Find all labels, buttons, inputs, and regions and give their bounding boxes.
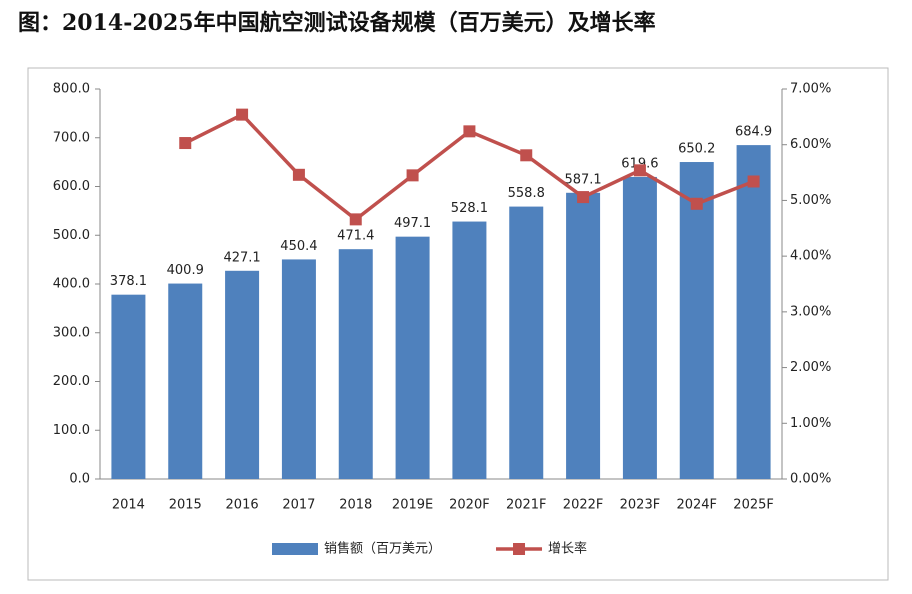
line-marker bbox=[747, 175, 760, 188]
bar-value-label: 558.8 bbox=[508, 186, 545, 201]
line-marker bbox=[179, 137, 192, 150]
y2-tick-label: 7.00% bbox=[790, 82, 831, 97]
bar bbox=[566, 192, 601, 479]
bar bbox=[395, 236, 430, 479]
bar bbox=[281, 259, 316, 479]
bar-value-label: 427.1 bbox=[223, 250, 260, 265]
bar-value-label: 528.1 bbox=[451, 201, 488, 216]
bar-value-label: 471.4 bbox=[337, 229, 374, 244]
bar bbox=[736, 145, 771, 479]
y-tick-label: 100.0 bbox=[53, 423, 90, 438]
line-marker bbox=[633, 164, 646, 177]
line-marker bbox=[520, 149, 533, 162]
bar-value-label: 684.9 bbox=[735, 125, 772, 140]
y2-tick-label: 2.00% bbox=[790, 360, 831, 375]
y2-tick-label: 0.00% bbox=[790, 472, 831, 487]
y2-tick-label: 1.00% bbox=[790, 416, 831, 431]
bar bbox=[679, 162, 714, 479]
y-tick-label: 0.0 bbox=[69, 472, 90, 487]
bar bbox=[622, 176, 657, 479]
y-tick-label: 300.0 bbox=[53, 325, 90, 340]
y-tick-label: 400.0 bbox=[53, 277, 90, 292]
legend-label: 增长率 bbox=[548, 541, 587, 557]
x-tick-label: 2023F bbox=[620, 498, 661, 513]
y-tick-label: 200.0 bbox=[53, 374, 90, 389]
chart-title: 图：2014-2025年中国航空测试设备规模（百万美元）及增长率 bbox=[18, 10, 656, 36]
line-marker bbox=[577, 191, 590, 204]
bar-value-label: 587.1 bbox=[564, 172, 601, 187]
y-tick-label: 700.0 bbox=[53, 130, 90, 145]
legend-swatch-marker bbox=[513, 543, 526, 555]
bar-value-label: 650.2 bbox=[678, 142, 715, 157]
line-marker bbox=[463, 125, 476, 138]
x-tick-label: 2022F bbox=[563, 498, 604, 513]
x-tick-label: 2024F bbox=[676, 498, 717, 513]
y-tick-label: 500.0 bbox=[53, 228, 90, 243]
bar bbox=[452, 221, 487, 479]
y-tick-label: 600.0 bbox=[53, 179, 90, 194]
bar-value-label: 497.1 bbox=[394, 216, 431, 231]
y2-tick-label: 5.00% bbox=[790, 193, 831, 208]
x-tick-label: 2015 bbox=[169, 498, 202, 513]
x-tick-label: 2019E bbox=[392, 498, 433, 513]
x-tick-label: 2016 bbox=[226, 498, 259, 513]
x-tick-label: 2025F bbox=[733, 498, 774, 513]
bar bbox=[168, 283, 203, 479]
x-tick-label: 2014 bbox=[112, 498, 145, 513]
line-marker bbox=[349, 213, 362, 226]
bar-value-label: 619.6 bbox=[621, 156, 658, 171]
y2-tick-label: 4.00% bbox=[790, 249, 831, 264]
y2-tick-label: 3.00% bbox=[790, 304, 831, 319]
x-tick-label: 2018 bbox=[339, 498, 372, 513]
y-tick-label: 800.0 bbox=[53, 82, 90, 97]
line-marker bbox=[292, 168, 305, 181]
bar-value-label: 378.1 bbox=[110, 274, 147, 289]
x-tick-label: 2020F bbox=[449, 498, 490, 513]
bar-value-label: 400.9 bbox=[167, 263, 204, 278]
x-tick-label: 2017 bbox=[282, 498, 315, 513]
y2-tick-label: 6.00% bbox=[790, 137, 831, 152]
bar bbox=[338, 249, 373, 479]
bar bbox=[225, 270, 260, 479]
line-marker bbox=[406, 169, 419, 182]
bar bbox=[509, 206, 544, 479]
chart-frame bbox=[27, 67, 889, 581]
legend-swatch bbox=[272, 543, 318, 555]
bar bbox=[111, 294, 146, 479]
line-marker bbox=[236, 108, 249, 121]
line-marker bbox=[690, 197, 703, 210]
bar-value-label: 450.4 bbox=[280, 239, 317, 254]
x-tick-label: 2021F bbox=[506, 498, 547, 513]
legend-label: 销售额（百万美元） bbox=[324, 541, 441, 557]
